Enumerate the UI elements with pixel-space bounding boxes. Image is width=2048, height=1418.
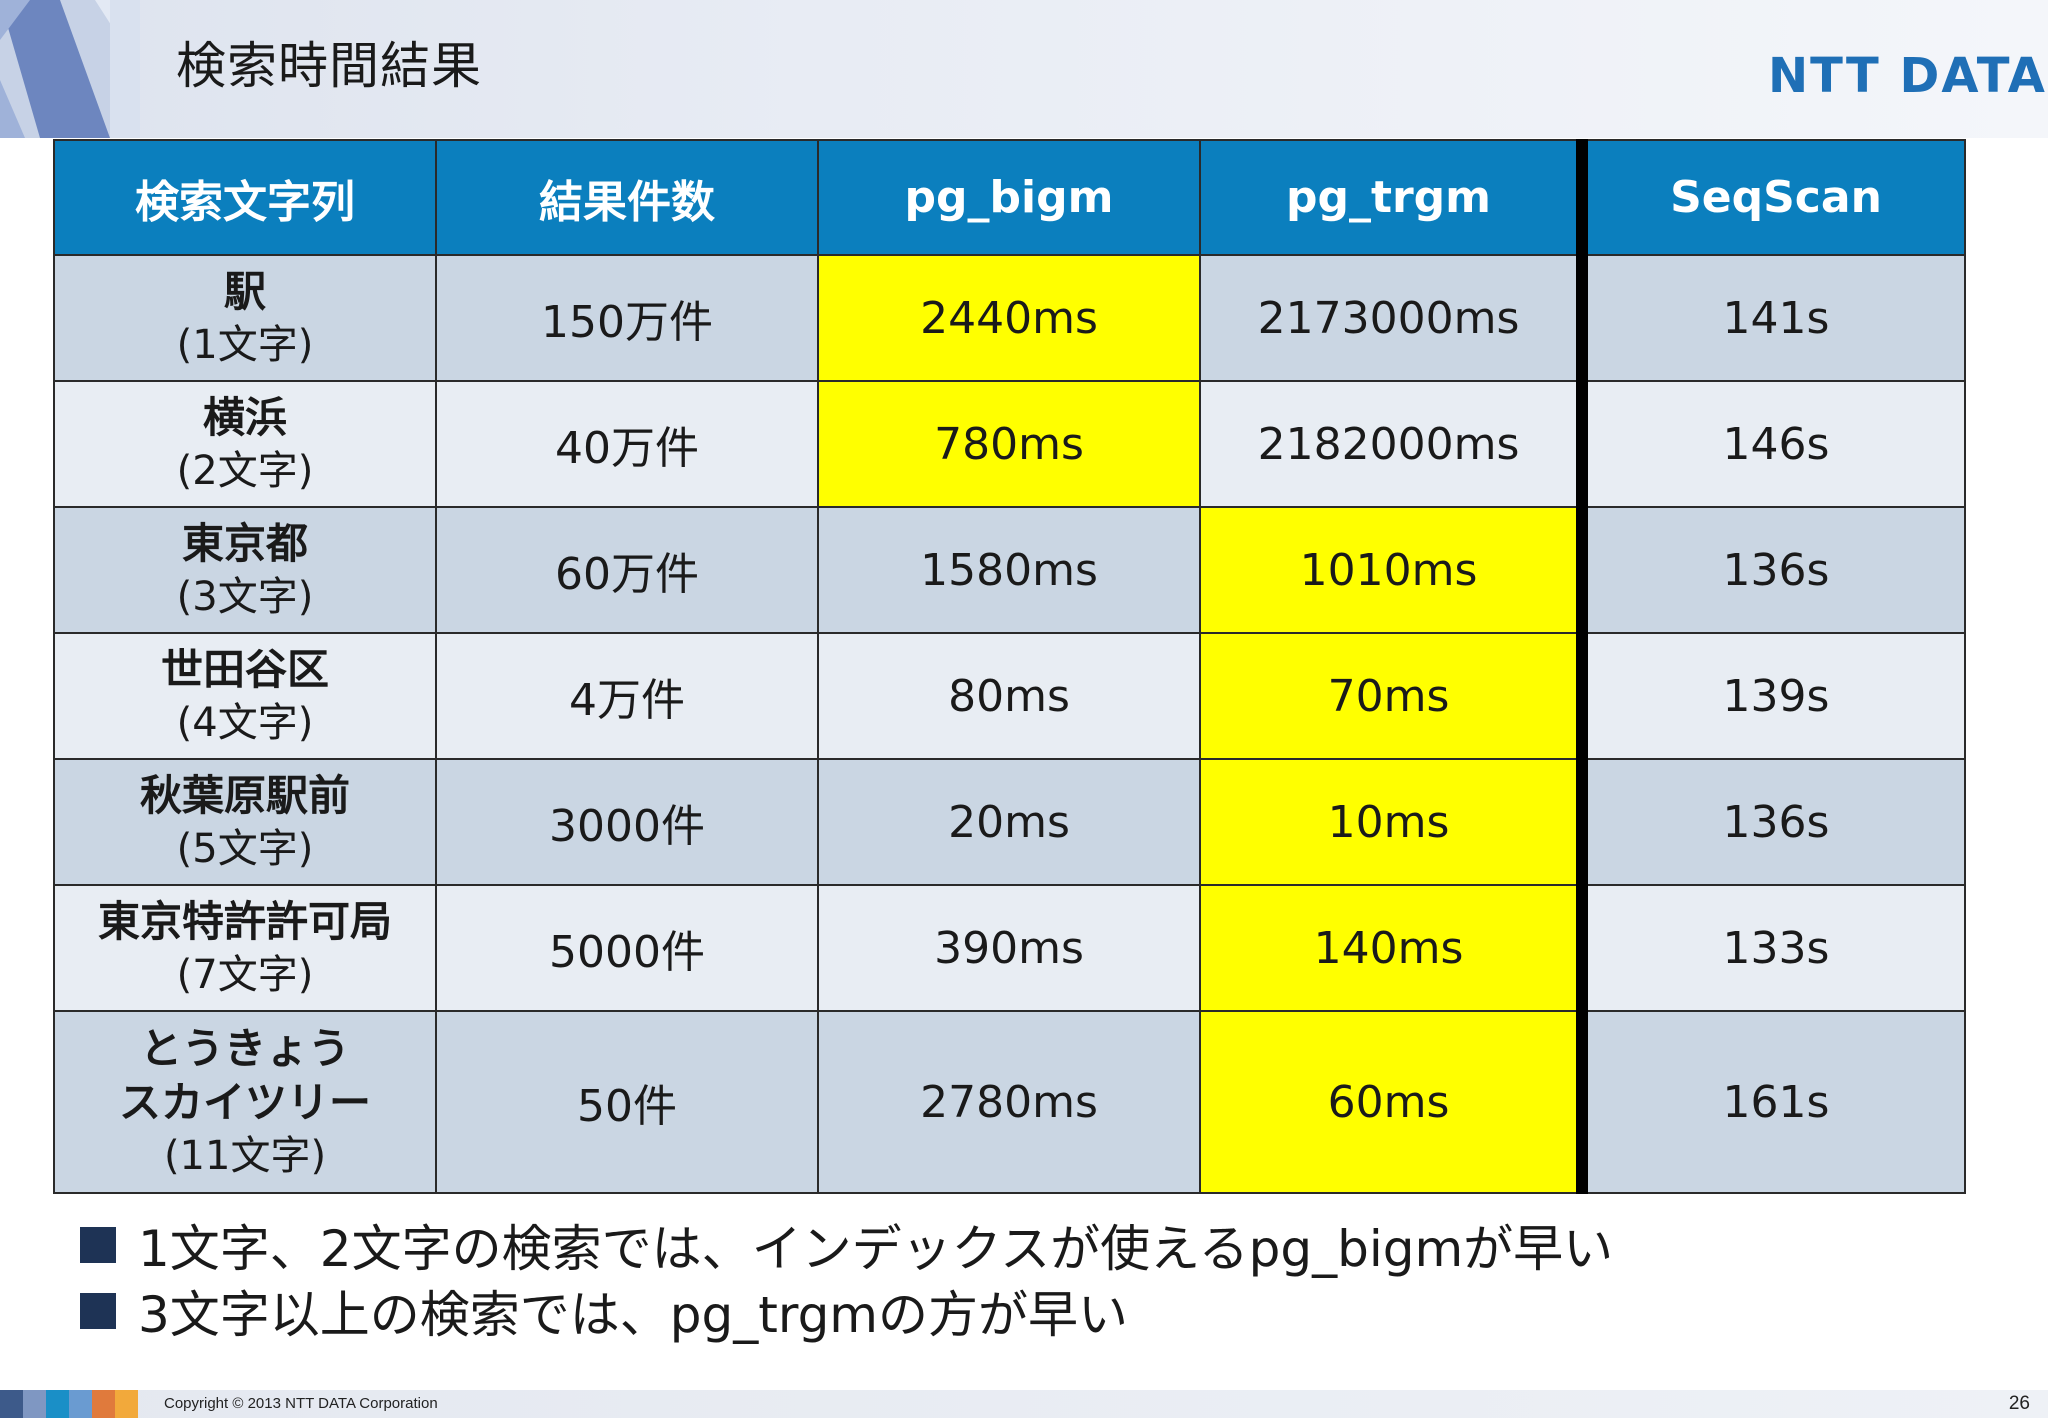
keyword-char-count: (5文字)	[176, 826, 314, 872]
result-count-cell: 60万件	[435, 506, 819, 634]
bullet-item: 1文字、2文字の検索では、インデックスが使えるpg_bigmが早い	[80, 1212, 1613, 1278]
table-row: とうきょうスカイツリー (11文字) 50件 2780ms 60ms 161s	[53, 1010, 1966, 1194]
copyright-text: Copyright © 2013 NTT DATA Corporation	[164, 1395, 438, 1412]
bullet-list: 1文字、2文字の検索では、インデックスが使えるpg_bigmが早い 3文字以上の…	[80, 1212, 1613, 1344]
search-keyword: スカイツリー	[118, 1078, 371, 1127]
keyword-char-count: (3文字)	[176, 574, 314, 620]
col-header-pg-trgm: pg_trgm	[1199, 139, 1588, 256]
pg-bigm-cell: 80ms	[817, 632, 1201, 760]
seqscan-cell: 161s	[1581, 1010, 1966, 1194]
pg-trgm-cell: 70ms	[1199, 632, 1588, 760]
square-bullet-icon	[80, 1293, 116, 1329]
table-row: 秋葉原駅前 (5文字) 3000件 20ms 10ms 136s	[53, 758, 1966, 886]
pg-trgm-cell: 2182000ms	[1199, 380, 1588, 508]
seqscan-cell: 139s	[1581, 632, 1966, 760]
search-keyword: 駅	[223, 267, 266, 316]
table-row: 東京特許許可局 (7文字) 5000件 390ms 140ms 133s	[53, 884, 1966, 1012]
pg-trgm-cell: 60ms	[1199, 1010, 1588, 1194]
col-header-count: 結果件数	[435, 139, 819, 256]
search-keyword: 秋葉原駅前	[139, 771, 350, 820]
square-bullet-icon	[80, 1227, 116, 1263]
result-count-cell: 3000件	[435, 758, 819, 886]
table-body: 駅 (1文字) 150万件 2440ms 2173000ms 141s 横浜 (2文字) 40万…	[53, 254, 1966, 1194]
col-header-pg-bigm: pg_bigm	[817, 139, 1201, 256]
keyword-cell: とうきょうスカイツリー (11文字)	[53, 1010, 437, 1194]
pg-trgm-cell: 2173000ms	[1199, 254, 1588, 382]
seqscan-cell: 136s	[1581, 758, 1966, 886]
pg-bigm-cell: 780ms	[817, 380, 1201, 508]
keyword-char-count: (11文字)	[163, 1133, 327, 1179]
pg-bigm-cell: 2780ms	[817, 1010, 1201, 1194]
page-title: 検索時間結果	[176, 37, 482, 95]
ntt-data-logo: NTT DATA	[1768, 48, 2047, 104]
pg-trgm-cell: 1010ms	[1199, 506, 1588, 634]
page-number: 26	[2008, 1393, 2030, 1414]
slide-header: 検索時間結果 NTT DATA	[0, 0, 2048, 138]
keyword-cell: 駅 (1文字)	[53, 254, 437, 382]
seqscan-cell: 146s	[1581, 380, 1966, 508]
result-count-cell: 5000件	[435, 884, 819, 1012]
results-table: 検索文字列 結果件数 pg_bigm pg_trgm SeqScan 駅 (1文字…	[53, 139, 1966, 1194]
keyword-cell: 横浜 (2文字)	[53, 380, 437, 508]
bullet-text: 1文字、2文字の検索では、インデックスが使えるpg_bigmが早い	[138, 1220, 1614, 1278]
footer-color-blocks-icon	[0, 1390, 138, 1418]
pg-bigm-cell: 1580ms	[817, 506, 1201, 634]
keyword-char-count: (2文字)	[176, 448, 314, 494]
bullet-item: 3文字以上の検索では、pg_trgmの方が早い	[80, 1278, 1613, 1344]
seqscan-cell: 141s	[1581, 254, 1966, 382]
corner-decoration-icon	[0, 0, 140, 138]
pg-bigm-cell: 2440ms	[817, 254, 1201, 382]
pg-trgm-cell: 140ms	[1199, 884, 1588, 1012]
table-row: 駅 (1文字) 150万件 2440ms 2173000ms 141s	[53, 254, 1966, 382]
table-row: 東京都 (3文字) 60万件 1580ms 1010ms 136s	[53, 506, 1966, 634]
col-header-keyword: 検索文字列	[53, 139, 437, 256]
keyword-char-count: (7文字)	[176, 952, 314, 998]
keyword-cell: 東京特許許可局 (7文字)	[53, 884, 437, 1012]
table-row: 横浜 (2文字) 40万件 780ms 2182000ms 146s	[53, 380, 1966, 508]
result-count-cell: 150万件	[435, 254, 819, 382]
pg-bigm-cell: 20ms	[817, 758, 1201, 886]
table-header-row: 検索文字列 結果件数 pg_bigm pg_trgm SeqScan	[53, 139, 1966, 256]
pg-bigm-cell: 390ms	[817, 884, 1201, 1012]
search-keyword: 東京都	[181, 519, 308, 568]
result-count-cell: 40万件	[435, 380, 819, 508]
keyword-char-count: (4文字)	[176, 700, 314, 746]
seqscan-cell: 133s	[1581, 884, 1966, 1012]
result-count-cell: 50件	[435, 1010, 819, 1194]
result-count-cell: 4万件	[435, 632, 819, 760]
keyword-char-count: (1文字)	[176, 322, 314, 368]
table-row: 世田谷区 (4文字) 4万件 80ms 70ms 139s	[53, 632, 1966, 760]
search-keyword: 世田谷区	[160, 645, 329, 694]
search-keyword: とうきょう	[139, 1024, 350, 1073]
seqscan-cell: 136s	[1581, 506, 1966, 634]
search-keyword: 横浜	[202, 393, 287, 442]
slide-footer: Copyright © 2013 NTT DATA Corporation 26	[0, 1390, 2048, 1418]
keyword-cell: 秋葉原駅前 (5文字)	[53, 758, 437, 886]
keyword-cell: 東京都 (3文字)	[53, 506, 437, 634]
search-keyword: 東京特許許可局	[97, 897, 392, 946]
col-header-seqscan: SeqScan	[1581, 139, 1966, 256]
bullet-text: 3文字以上の検索では、pg_trgmの方が早い	[138, 1286, 1129, 1344]
pg-trgm-cell: 10ms	[1199, 758, 1588, 886]
keyword-cell: 世田谷区 (4文字)	[53, 632, 437, 760]
